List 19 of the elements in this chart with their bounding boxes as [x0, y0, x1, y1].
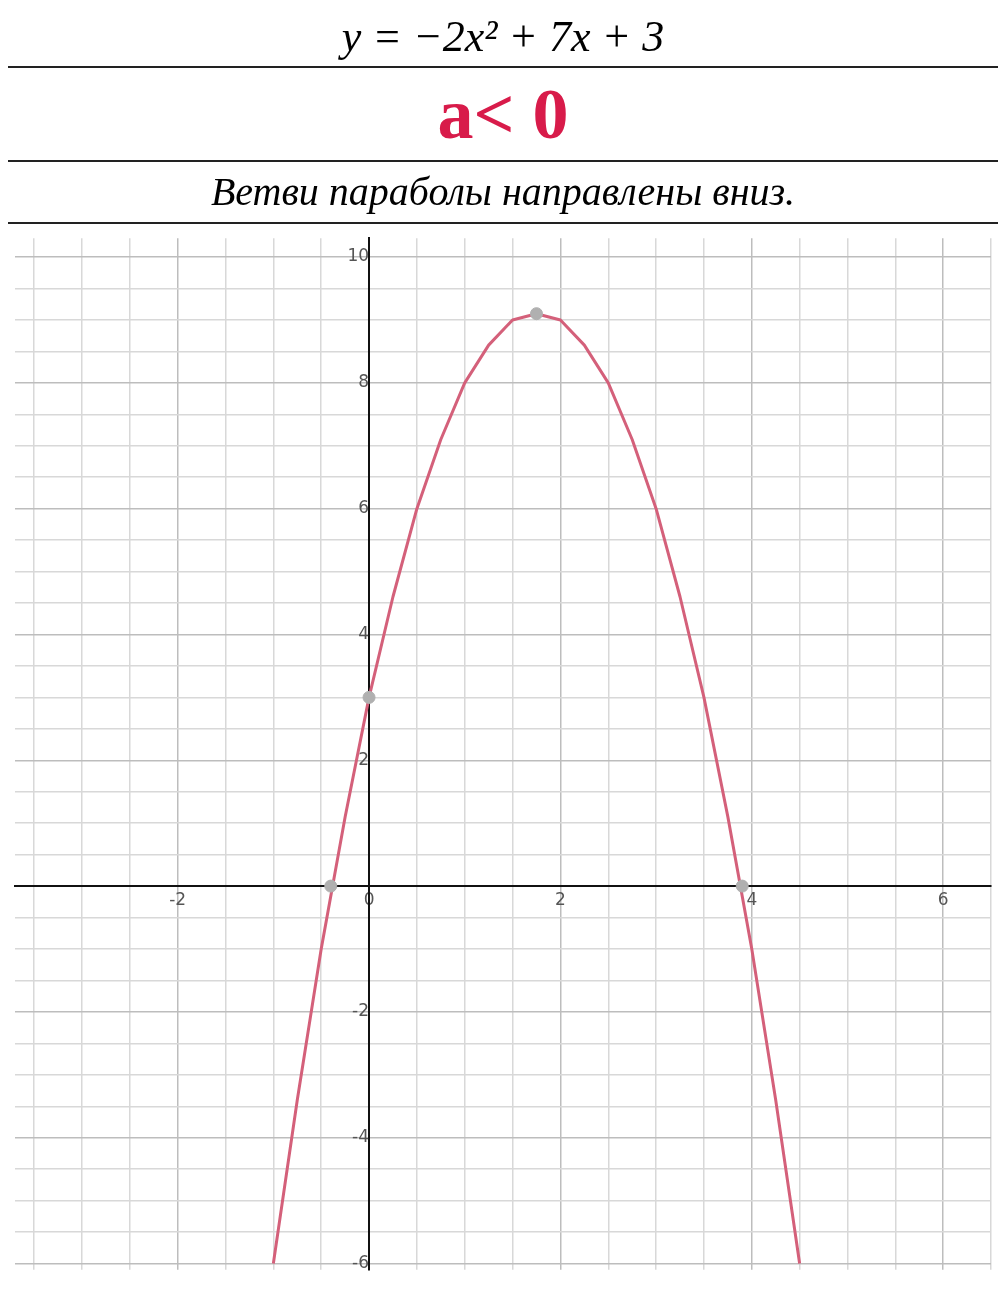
x-tick-label: 4 — [746, 888, 758, 909]
point — [529, 307, 543, 321]
y-tick-label: 2 — [358, 748, 370, 769]
x-tick-label: 2 — [555, 888, 566, 909]
y-tick-label: -6 — [352, 1251, 370, 1272]
chart-subtitle: a< 0 — [8, 68, 998, 162]
point — [735, 879, 749, 893]
point — [324, 879, 338, 893]
y-tick-label: -2 — [352, 1000, 370, 1021]
text: Ветви параболы направлены вниз. — [8, 162, 998, 224]
chart-title: y = −2x² + 7x + 3 — [8, 8, 998, 68]
point — [362, 690, 376, 704]
y-tick-label: 4 — [358, 622, 370, 643]
x-tick-label: 6 — [937, 888, 949, 909]
y-tick-label: 10 — [347, 245, 370, 266]
x-tick-label: -2 — [169, 888, 187, 909]
y-tick-label: 6 — [358, 497, 370, 518]
y-tick-label: -4 — [352, 1126, 370, 1147]
y-tick-label: 8 — [358, 371, 370, 392]
